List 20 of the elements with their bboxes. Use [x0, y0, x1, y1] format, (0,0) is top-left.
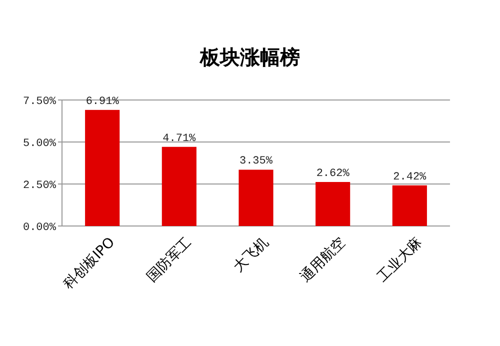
data-label: 6.91%	[86, 96, 120, 108]
bar	[316, 182, 350, 226]
x-tick-label: 国防军工	[144, 234, 195, 286]
x-tick-label: 工业大麻	[374, 234, 426, 286]
data-label: 3.35%	[239, 156, 273, 168]
bar	[162, 146, 196, 226]
data-label: 2.62%	[316, 168, 350, 180]
y-tick-label: 2.50%	[22, 180, 56, 192]
x-tick-label: 大飞机	[230, 234, 272, 276]
data-label: 2.42%	[393, 171, 427, 184]
bar	[85, 110, 120, 226]
y-tick-label: 0.00%	[22, 222, 56, 234]
x-tick-label: 通用航空	[298, 234, 349, 286]
data-label: 4.71%	[162, 132, 196, 145]
y-tick-label: 7.50%	[22, 96, 56, 108]
y-tick-label: 5.00%	[22, 138, 56, 150]
bar	[392, 185, 427, 226]
bar	[238, 170, 274, 226]
x-tick-label: 科创板IPO	[60, 234, 118, 292]
chart-title: 板块涨幅榜	[199, 45, 300, 69]
